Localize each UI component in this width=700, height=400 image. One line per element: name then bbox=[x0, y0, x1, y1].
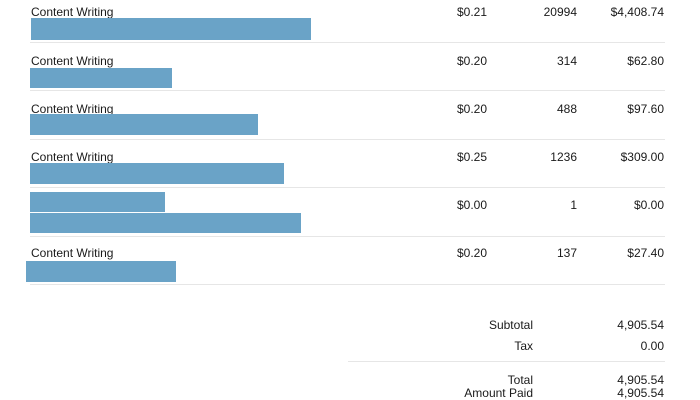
line-item-quantity: 1 bbox=[570, 198, 577, 212]
line-item-rate: $0.21 bbox=[457, 5, 488, 19]
line-item-rate: $0.00 bbox=[457, 198, 488, 212]
line-item-rate: $0.20 bbox=[457, 246, 488, 260]
tax-label: Tax bbox=[514, 339, 533, 353]
line-item-row: Content Writing $0.20 488 $97.60 bbox=[0, 96, 700, 144]
row-divider bbox=[30, 236, 665, 237]
line-item-description: Content Writing bbox=[31, 5, 114, 19]
subtotal-value: 4,905.54 bbox=[617, 318, 664, 332]
line-item-row: Content Writing $0.20 137 $27.40 bbox=[0, 240, 700, 288]
line-item-description: Content Writing bbox=[31, 246, 114, 260]
line-item-description: Content Writing bbox=[31, 102, 114, 116]
line-item-row: Content Writing $0.20 314 $62.80 bbox=[0, 48, 700, 96]
line-item-row: Content Writing $0.21 20994 $4,408.74 bbox=[0, 0, 700, 48]
row-divider bbox=[30, 187, 665, 188]
row-divider bbox=[30, 90, 665, 91]
line-item-quantity: 488 bbox=[556, 102, 577, 116]
line-item-quantity: 1236 bbox=[550, 150, 577, 164]
redaction-block bbox=[30, 192, 165, 212]
amount-paid-value: 4,905.54 bbox=[617, 386, 664, 400]
line-item-row: $0.00 1 $0.00 bbox=[0, 192, 700, 240]
line-item-amount: $62.80 bbox=[627, 54, 664, 68]
redaction-block bbox=[30, 68, 172, 88]
line-item-row: Content Writing $0.25 1236 $309.00 bbox=[0, 144, 700, 192]
line-item-rate: $0.25 bbox=[457, 150, 488, 164]
line-item-quantity: 314 bbox=[556, 54, 577, 68]
line-item-amount: $97.60 bbox=[627, 102, 664, 116]
row-divider bbox=[30, 139, 665, 140]
subtotal-label: Subtotal bbox=[488, 318, 533, 332]
total-label: Total bbox=[507, 373, 533, 387]
line-item-rate: $0.20 bbox=[457, 102, 488, 116]
total-value: 4,905.54 bbox=[617, 373, 664, 387]
row-divider bbox=[30, 284, 665, 285]
line-item-description: Content Writing bbox=[31, 54, 114, 68]
redaction-block bbox=[26, 261, 176, 282]
line-item-description: Content Writing bbox=[31, 150, 114, 164]
redaction-block bbox=[30, 213, 301, 233]
redaction-block bbox=[31, 18, 311, 40]
row-divider bbox=[30, 42, 665, 43]
line-item-amount: $0.00 bbox=[633, 198, 664, 212]
line-item-quantity: 137 bbox=[556, 246, 577, 260]
line-item-amount: $27.40 bbox=[627, 246, 664, 260]
line-item-amount: $309.00 bbox=[620, 150, 664, 164]
tax-value: 0.00 bbox=[640, 339, 664, 353]
line-item-amount: $4,408.74 bbox=[610, 5, 664, 19]
redaction-block bbox=[30, 114, 258, 135]
totals-divider bbox=[348, 361, 665, 362]
line-item-rate: $0.20 bbox=[457, 54, 488, 68]
line-item-quantity: 20994 bbox=[543, 5, 577, 19]
amount-paid-label: Amount Paid bbox=[464, 386, 533, 400]
redaction-block bbox=[30, 163, 284, 184]
